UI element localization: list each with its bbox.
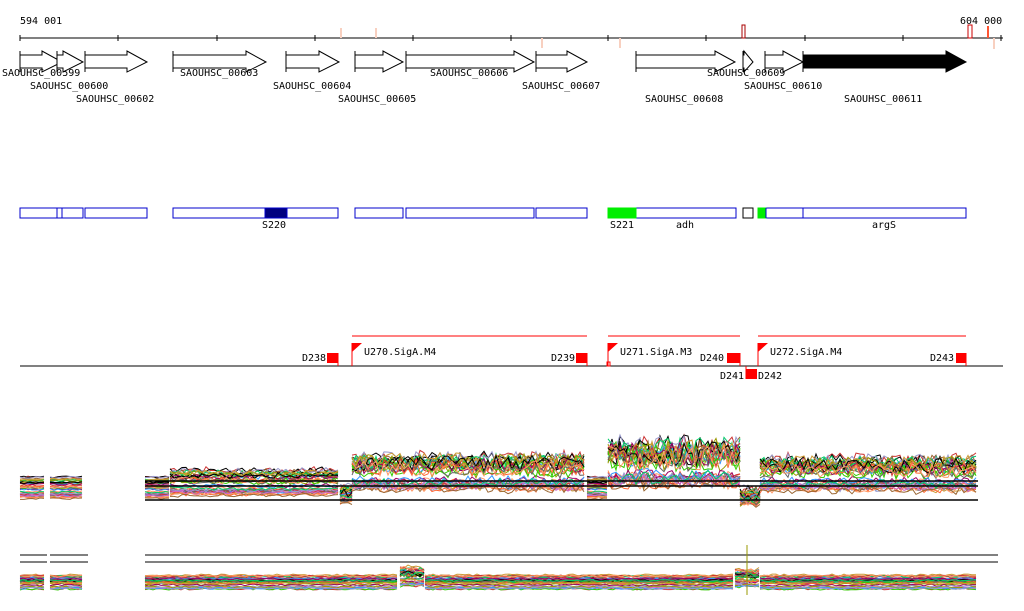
promoter-flag-u272[interactable] [757,343,768,366]
gene-label: SAOUHSC_00604 [273,81,351,92]
operon-box[interactable] [61,207,84,219]
operon-box[interactable] [56,207,63,219]
marker [340,28,342,38]
gene-label: SAOUHSC_00599 [2,68,80,79]
terminator-d238[interactable] [327,353,338,363]
gene-saouhsc_00606[interactable]: SAOUHSC_00606 [405,50,536,79]
terminator-label: D240 [700,353,724,364]
gene-label: SAOUHSC_00605 [338,94,416,105]
expression-profile [19,566,977,578]
terminator-d239[interactable] [576,353,587,363]
operon-start [757,207,767,219]
terminator-d242[interactable] [746,369,757,379]
operon-label: argS [872,220,896,231]
end-coordinate: 604 000 [960,16,1002,27]
gene-label: SAOUHSC_00610 [744,81,822,92]
marker [541,38,543,48]
gene-arrow [802,50,968,73]
expression-profile [19,578,977,585]
ruler-ticks [19,35,1002,41]
expression-profile [19,580,976,587]
gene-label: SAOUHSC_00609 [707,68,785,79]
terminator-label: D243 [930,353,954,364]
marker [375,28,377,38]
gene-arrow [535,50,589,73]
gene-saouhsc_00610[interactable]: SAOUHSC_00610 [744,50,822,92]
operon-start-s221 [607,207,637,219]
gene-label: SAOUHSC_00603 [180,68,258,79]
regulatory-track: U270.SigA.M4 U271.SigA.M3 U272.SigA.M4 D… [20,335,1003,382]
gene-saouhsc_00600[interactable]: SAOUHSC_00600 [30,50,108,92]
terminator-d243[interactable] [956,353,966,363]
gene-saouhsc_00605[interactable]: SAOUHSC_00605 [338,50,416,105]
operon-highlight [264,207,288,219]
gene-saouhsc_00611[interactable]: SAOUHSC_00611 [802,50,968,105]
gene-saouhsc_00607[interactable]: SAOUHSC_00607 [522,50,600,92]
gene-saouhsc_00603[interactable]: SAOUHSC_00603 [172,50,268,79]
promoter-flag-u270[interactable] [351,343,362,366]
expression-track-1 [19,433,978,508]
operon-box-s220[interactable] [172,207,339,219]
operon-box[interactable] [19,207,58,219]
operon-box[interactable] [84,207,148,219]
gene-label: SAOUHSC_00602 [76,94,154,105]
gene-saouhsc_00609[interactable]: SAOUHSC_00609 [707,49,785,79]
operon-box-args[interactable] [757,207,967,219]
gene-arrow [354,50,405,73]
gene-saouhsc_00602[interactable]: SAOUHSC_00602 [76,50,154,105]
expression-profile [19,439,977,498]
gene-label: SAOUHSC_00611 [844,94,922,105]
operon-box[interactable] [535,207,588,219]
gene-arrow [84,50,149,73]
marker [967,24,973,39]
start-coordinate: 594 001 [20,16,62,27]
marker [993,38,995,49]
marker [987,26,989,38]
gene-arrow [56,50,85,73]
operon-label: S221 [610,220,634,231]
terminator-label: D238 [302,353,326,364]
expression-profile [19,564,976,577]
operon-box[interactable] [354,207,404,219]
gene-arrow [405,50,536,73]
gene-arrow [635,50,737,73]
operon-box[interactable] [405,207,535,219]
marker [619,38,621,48]
gene-label: SAOUHSC_00607 [522,81,600,92]
promoter-label: U270.SigA.M4 [364,347,436,358]
terminator-label: D241 [720,371,744,382]
coordinate-ruler: 594 001 604 000 [19,16,1003,49]
operon-label: adh [676,220,694,231]
operon-box[interactable] [742,207,754,219]
gene-label: SAOUHSC_00606 [430,68,508,79]
terminator-label: D239 [551,353,575,364]
gene-arrow [172,50,268,73]
operon-label: S220 [262,220,286,231]
promoter-label: U271.SigA.M3 [620,347,692,358]
gene-saouhsc_00604[interactable]: SAOUHSC_00604 [273,50,351,92]
gene-label: SAOUHSC_00608 [645,94,723,105]
terminator-d240-d241[interactable] [727,353,740,363]
promoter-label: U272.SigA.M4 [770,347,842,358]
expression-profile [19,571,977,583]
gene-arrow [764,50,805,73]
expression-profile [19,580,977,589]
expression-track-2 [19,545,998,595]
gene-track: SAOUHSC_00599 SAOUHSC_00600 SAOUHSC_00602 S… [2,49,968,105]
operon-track: S220 S221 adh argS [19,207,967,231]
gene-saouhsc_00608[interactable]: SAOUHSC_00608 [635,50,737,105]
gene-label: SAOUHSC_00600 [30,81,108,92]
marker [741,24,746,39]
terminator-label: D242 [758,371,782,382]
promoter-flag-u271[interactable] [606,343,618,367]
gene-arrow [19,50,64,73]
expression-profile [19,583,977,590]
expression-profile [19,569,977,581]
gene-saouhsc_00599[interactable]: SAOUHSC_00599 [2,50,80,79]
gene-arrow [285,50,341,73]
